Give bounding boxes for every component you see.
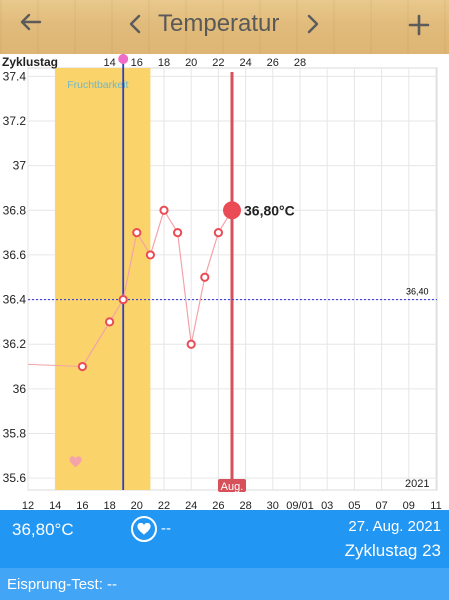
y-tick-label: 36.2 — [3, 337, 27, 351]
fertility-label: Fruchtbarkeit — [67, 79, 128, 91]
selected-temperature-label: 36,80°C — [244, 202, 295, 218]
y-tick-label: 35.8 — [3, 427, 27, 441]
top-app-bar: Temperatur — [0, 0, 449, 54]
y-axis: 37.4 37.2 37 36.8 36.6 36.4 36.2 36 35.8 35.6 — [3, 69, 27, 485]
cycle-day-title: Zyklustag — [2, 55, 58, 69]
y-tick-label: 36.4 — [3, 293, 27, 307]
x-tick-label: 05 — [348, 500, 360, 510]
data-point — [186, 339, 196, 349]
x-tick-label: 26 — [212, 500, 224, 510]
cycle-day-status: Zyklustag 23 — [344, 541, 441, 560]
x-tick-label: 20 — [131, 500, 143, 510]
y-tick-label: 36.6 — [3, 248, 27, 262]
data-point — [118, 294, 128, 305]
data-point — [105, 317, 115, 327]
x-tick-label: 09 — [403, 500, 415, 510]
y-tick-label: 37 — [13, 159, 27, 173]
y-tick-label: 36 — [13, 382, 27, 396]
cycle-day-tick: 26 — [267, 57, 279, 69]
cycle-day-tick: 28 — [294, 57, 306, 69]
cycle-day-axis: Zyklustag 14 16 18 20 22 24 26 28 — [2, 54, 306, 69]
x-tick-label: 28 — [239, 500, 251, 510]
y-tick-label: 37.2 — [3, 114, 27, 128]
x-axis: 12 14 16 18 20 22 24 26 28 30 09/01 03 05 07 09 11 — [22, 500, 442, 510]
month-label-background — [218, 479, 246, 492]
x-tick-label: 03 — [321, 500, 333, 510]
month-marker: Aug. — [218, 479, 246, 493]
cycle-day-tick: 24 — [239, 57, 251, 69]
selected-date: 27. Aug. 2021 — [348, 518, 441, 535]
data-point — [145, 250, 155, 260]
data-point — [159, 205, 169, 215]
cycle-day-tick: 20 — [185, 57, 197, 69]
arrow-left-icon[interactable] — [16, 6, 46, 44]
month-label: Aug. — [221, 481, 244, 493]
cycle-day-tick: 18 — [158, 57, 170, 69]
x-tick-label: 12 — [22, 500, 34, 510]
temperature-points — [77, 201, 241, 372]
x-tick-label: 30 — [267, 500, 279, 510]
heart-icon — [69, 456, 82, 468]
x-tick-label: 24 — [185, 500, 197, 510]
x-tick-label: 22 — [158, 500, 170, 510]
current-temperature: 36,80°C — [12, 520, 74, 539]
x-tick-label: 16 — [76, 500, 88, 510]
heart-icon[interactable] — [131, 516, 157, 542]
reference-line-label: 36,40 — [406, 287, 429, 297]
y-tick-label: 37.4 — [3, 69, 27, 83]
y-tick-label: 36.8 — [3, 203, 27, 217]
cycle-day-tick: 16 — [131, 57, 143, 69]
year-label: 2021 — [405, 478, 429, 490]
page-title: Temperatur — [158, 10, 280, 37]
cycle-day-tick: 22 — [212, 57, 224, 69]
series-lead-line — [27, 363, 83, 368]
chevron-left-icon[interactable] — [124, 6, 146, 44]
ovulation-test-text: Eisprung-Test: -- — [7, 576, 118, 593]
x-tick-label: 14 — [49, 500, 61, 510]
plus-icon[interactable] — [404, 6, 434, 44]
x-tick-label: 07 — [375, 500, 387, 510]
ovulation-marker — [118, 54, 129, 64]
data-point — [132, 228, 142, 238]
y-tick-label: 35.6 — [3, 471, 27, 485]
x-tick-label: 11 — [430, 500, 441, 510]
selected-data-point — [223, 201, 241, 220]
chevron-right-icon[interactable] — [302, 6, 324, 44]
data-point — [200, 272, 210, 282]
fertile-window-band — [55, 68, 151, 490]
temperature-chart[interactable]: Fruchtbarkeit 36,40 36,80°C Zyklustag 14… — [0, 54, 449, 510]
wood-texture — [0, 0, 449, 54]
ovulation-test-bar[interactable]: Eisprung-Test: -- — [0, 568, 449, 600]
cycle-day-tick: 14 — [103, 57, 115, 69]
x-tick-label: 18 — [103, 500, 115, 510]
intercourse-value: -- — [161, 520, 171, 537]
data-point — [77, 361, 88, 372]
data-point — [173, 228, 183, 238]
x-tick-label: 09/01 — [286, 500, 314, 510]
status-bar: 36,80°C -- 27. Aug. 2021 Zyklustag 23 — [0, 510, 449, 568]
data-point — [213, 228, 223, 238]
